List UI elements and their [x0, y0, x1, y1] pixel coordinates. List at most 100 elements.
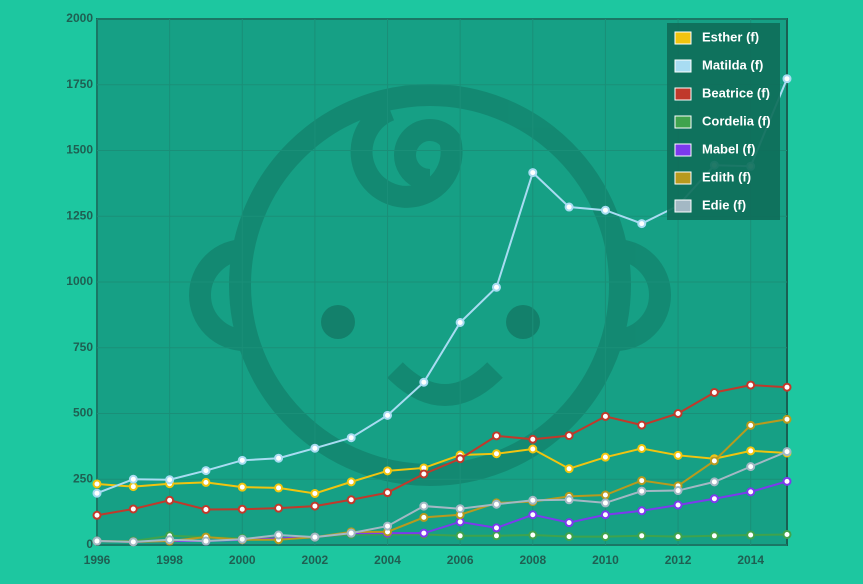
y-tick-label: 1500 — [66, 143, 93, 157]
baby-face-icon — [189, 84, 671, 486]
data-point — [165, 535, 175, 545]
data-point — [746, 380, 756, 390]
data-point — [92, 510, 102, 520]
data-point — [237, 482, 247, 492]
data-point — [782, 382, 792, 392]
data-point — [383, 466, 393, 476]
data-point — [746, 462, 756, 472]
data-point — [419, 501, 429, 511]
data-point — [419, 512, 429, 522]
data-point — [165, 495, 175, 505]
data-point — [237, 534, 247, 544]
data-point — [92, 488, 102, 498]
x-tick-label: 1996 — [84, 553, 111, 567]
data-point — [346, 477, 356, 487]
data-point — [128, 482, 138, 492]
data-point — [782, 74, 792, 84]
data-point — [564, 464, 574, 474]
eye — [321, 305, 355, 339]
data-point — [165, 475, 175, 485]
data-point — [637, 219, 647, 229]
data-point — [673, 532, 683, 542]
x-tick-label: 2002 — [302, 553, 329, 567]
data-point — [455, 517, 465, 527]
data-point — [528, 495, 538, 505]
data-point — [709, 494, 719, 504]
eye — [506, 305, 540, 339]
data-point — [782, 476, 792, 486]
data-point — [564, 532, 574, 542]
legend-swatch[interactable] — [674, 143, 692, 157]
legend-label[interactable]: Beatrice (f) — [702, 85, 770, 100]
x-tick-label: 2010 — [592, 553, 619, 567]
data-point — [600, 452, 610, 462]
data-point — [673, 486, 683, 496]
data-point — [746, 487, 756, 497]
data-point — [746, 446, 756, 456]
data-point — [709, 477, 719, 487]
data-point — [491, 431, 501, 441]
data-point — [528, 434, 538, 444]
series-line — [96, 450, 788, 543]
data-point — [637, 443, 647, 453]
data-point — [782, 529, 792, 539]
data-point — [455, 531, 465, 541]
y-tick-label: 0 — [86, 537, 93, 551]
legend-label[interactable]: Edie (f) — [702, 197, 746, 212]
data-point — [92, 536, 102, 546]
legend-swatch[interactable] — [674, 87, 692, 101]
data-point — [455, 504, 465, 514]
legend-label[interactable]: Mabel (f) — [702, 141, 755, 156]
y-tick-label: 250 — [73, 471, 93, 485]
y-tick-label: 500 — [73, 406, 93, 420]
data-point — [528, 444, 538, 454]
data-point — [673, 450, 683, 460]
series-line — [96, 447, 788, 495]
legend-swatch[interactable] — [674, 59, 692, 73]
data-point — [637, 420, 647, 430]
data-point — [310, 488, 320, 498]
data-point — [528, 510, 538, 520]
data-point — [637, 506, 647, 516]
data-point — [128, 537, 138, 547]
data-point — [673, 500, 683, 510]
legend-swatch[interactable] — [674, 115, 692, 129]
data-point — [637, 486, 647, 496]
data-point — [600, 490, 610, 500]
data-point — [419, 528, 429, 538]
data-point — [600, 532, 610, 542]
data-point — [128, 504, 138, 514]
legend-label[interactable]: Edith (f) — [702, 169, 751, 184]
legend-swatch[interactable] — [674, 171, 692, 185]
y-tick-label: 1250 — [66, 208, 93, 222]
data-point — [310, 443, 320, 453]
data-point — [709, 456, 719, 466]
data-point — [564, 495, 574, 505]
series-line — [96, 418, 788, 543]
data-point — [746, 530, 756, 540]
data-point — [310, 532, 320, 542]
legend-swatch[interactable] — [674, 31, 692, 45]
data-point — [491, 449, 501, 459]
data-point — [346, 433, 356, 443]
data-point — [419, 469, 429, 479]
legend-label[interactable]: Cordelia (f) — [702, 113, 771, 128]
legend-label[interactable]: Matilda (f) — [702, 57, 763, 72]
y-tick-label: 1000 — [66, 274, 93, 288]
data-point — [491, 531, 501, 541]
data-point — [491, 523, 501, 533]
data-point — [346, 528, 356, 538]
data-point — [274, 503, 284, 513]
data-point — [383, 488, 393, 498]
data-point — [201, 504, 211, 514]
x-tick-label: 2006 — [447, 553, 474, 567]
data-point — [201, 536, 211, 546]
x-tick-label: 2004 — [374, 553, 401, 567]
legend-swatch[interactable] — [674, 199, 692, 213]
legend-label[interactable]: Esther (f) — [702, 29, 759, 44]
data-point — [528, 168, 538, 178]
x-tick-label: 2012 — [665, 553, 692, 567]
data-point — [564, 431, 574, 441]
data-point — [201, 466, 211, 476]
